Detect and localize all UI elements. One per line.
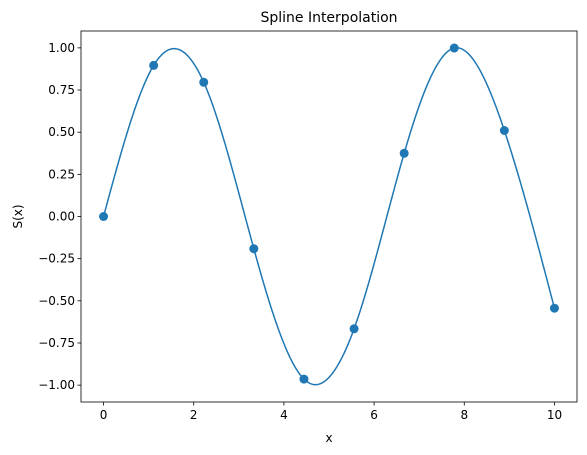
data-point (549, 303, 559, 313)
data-point (299, 374, 309, 384)
y-tick-label: 0.50 (48, 125, 75, 139)
y-tick-label: −0.25 (38, 252, 75, 266)
data-point (349, 324, 359, 334)
y-tick-label: 1.00 (48, 41, 75, 55)
data-point (499, 125, 509, 135)
data-point (399, 148, 409, 158)
y-tick-label: −0.50 (38, 294, 75, 308)
y-axis-label: S(x) (11, 204, 25, 228)
y-tick-label: 0.00 (48, 210, 75, 224)
y-tick-label: −0.75 (38, 336, 75, 350)
y-tick-label: 0.75 (48, 83, 75, 97)
x-tick-label: 6 (370, 408, 378, 422)
y-axis: −1.00 −0.75 −0.50 −0.25 0.00 0.25 0.50 0.75 1.00 (38, 41, 81, 392)
data-point (149, 60, 159, 70)
spline-curve (102, 47, 556, 386)
data-point (249, 244, 259, 254)
x-axis-label: x (325, 431, 332, 445)
chart-title: Spline Interpolation (260, 10, 397, 26)
x-tick-label: 0 (100, 408, 108, 422)
data-point (199, 77, 209, 87)
x-tick-label: 10 (547, 408, 562, 422)
data-point (99, 212, 109, 221)
x-tick-label: 2 (190, 408, 198, 422)
plot-area (99, 43, 559, 386)
x-axis: 0 2 4 6 8 10 (100, 402, 562, 422)
axes-frame (80, 30, 578, 403)
data-point (449, 43, 459, 53)
y-tick-label: −1.00 (38, 378, 75, 392)
x-tick-label: 8 (460, 408, 468, 422)
y-tick-label: 0.25 (48, 167, 75, 181)
x-tick-label: 4 (280, 408, 288, 422)
